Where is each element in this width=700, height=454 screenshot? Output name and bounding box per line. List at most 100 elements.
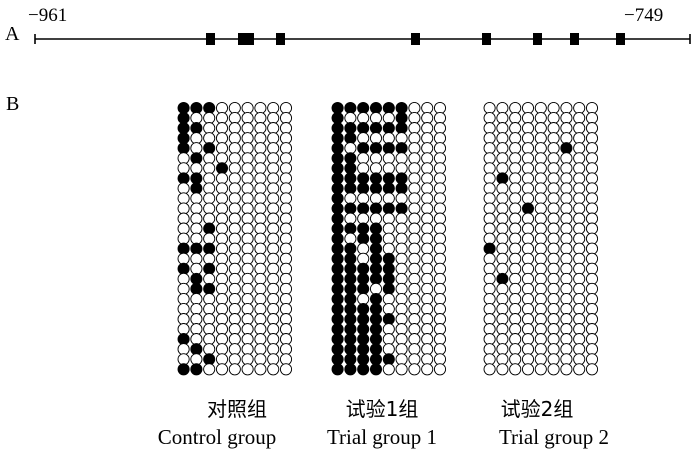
unmethylated-cpg [585,353,599,366]
unmethylated-cpg [357,212,370,225]
unmethylated-cpg [267,353,280,366]
unmethylated-cpg [177,272,190,285]
cpg-site-marker [570,33,579,45]
unmethylated-cpg [509,252,522,265]
unmethylated-cpg [408,292,421,306]
unmethylated-cpg [521,222,535,235]
unmethylated-cpg [241,192,254,205]
unmethylated-cpg [190,192,203,205]
unmethylated-cpg [267,212,280,225]
methylated-cpg [177,122,190,135]
unmethylated-cpg [421,333,434,346]
cpg-site-marker [238,33,247,45]
unmethylated-cpg [254,323,267,336]
methylated-cpg [483,242,496,255]
unmethylated-cpg [560,182,573,195]
unmethylated-cpg [344,212,357,225]
unmethylated-cpg [382,192,395,205]
unmethylated-cpg [395,363,408,376]
unmethylated-cpg [190,333,203,346]
unmethylated-cpg [547,363,560,376]
unmethylated-cpg [509,232,522,245]
unmethylated-cpg [190,162,203,175]
unmethylated-cpg [215,152,229,165]
unmethylated-cpg [228,111,241,125]
unmethylated-cpg [421,152,434,165]
unmethylated-cpg [534,111,547,125]
unmethylated-cpg [421,222,434,235]
unmethylated-cpg [408,252,421,265]
unmethylated-cpg [190,212,203,225]
unmethylated-cpg [357,192,370,205]
unmethylated-cpg [190,132,203,145]
unmethylated-cpg [395,162,408,175]
methylated-cpg [190,172,203,185]
methylated-cpg [369,202,383,215]
unmethylated-cpg [279,172,293,185]
unmethylated-cpg [560,232,573,245]
unmethylated-cpg [560,323,573,336]
unmethylated-cpg [215,262,229,275]
unmethylated-cpg [483,323,496,336]
unmethylated-cpg [228,202,241,215]
methylated-cpg [203,353,216,366]
unmethylated-cpg [560,172,573,185]
unmethylated-cpg [190,313,203,326]
unmethylated-cpg [560,242,573,255]
unmethylated-cpg [483,222,496,235]
unmethylated-cpg [433,242,447,255]
unmethylated-cpg [547,192,560,205]
methylated-cpg [369,292,383,306]
unmethylated-cpg [547,262,560,275]
unmethylated-cpg [267,302,280,316]
unmethylated-cpg [254,182,267,195]
unmethylated-cpg [547,122,560,135]
unmethylated-cpg [267,252,280,265]
unmethylated-cpg [509,272,522,285]
unmethylated-cpg [228,212,241,225]
unmethylated-cpg [509,152,522,165]
unmethylated-cpg [585,232,599,245]
methylated-cpg [395,172,408,185]
unmethylated-cpg [421,162,434,175]
unmethylated-cpg [254,262,267,275]
unmethylated-cpg [573,272,586,285]
unmethylated-cpg [547,222,560,235]
unmethylated-cpg [408,222,421,235]
unmethylated-cpg [421,101,434,115]
unmethylated-cpg [421,202,434,215]
unmethylated-cpg [382,333,395,346]
unmethylated-cpg [496,353,509,366]
unmethylated-cpg [203,122,216,135]
methylated-cpg [357,333,370,346]
unmethylated-cpg [573,353,586,366]
methylated-cpg [369,353,383,366]
unmethylated-cpg [228,182,241,195]
unmethylated-cpg [521,192,535,205]
methylated-cpg [190,363,203,376]
unmethylated-cpg [267,313,280,326]
unmethylated-cpg [560,343,573,356]
unmethylated-cpg [509,292,522,306]
unmethylated-cpg [560,101,573,115]
unmethylated-cpg [433,202,447,215]
methylated-cpg [369,363,383,376]
unmethylated-cpg [547,162,560,175]
unmethylated-cpg [267,363,280,376]
unmethylated-cpg [228,333,241,346]
unmethylated-cpg [344,192,357,205]
unmethylated-cpg [496,182,509,195]
unmethylated-cpg [267,333,280,346]
methylated-cpg [369,222,383,235]
unmethylated-cpg [433,212,447,225]
unmethylated-cpg [585,343,599,356]
unmethylated-cpg [573,363,586,376]
unmethylated-cpg [560,282,573,295]
unmethylated-cpg [203,162,216,175]
methylated-cpg [382,282,395,295]
methylated-cpg [382,262,395,275]
unmethylated-cpg [534,152,547,165]
unmethylated-cpg [534,343,547,356]
unmethylated-cpg [421,363,434,376]
unmethylated-cpg [215,132,229,145]
